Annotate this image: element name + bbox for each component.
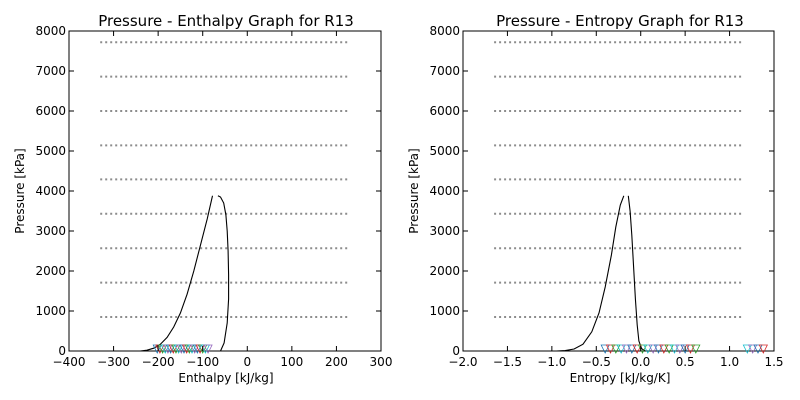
y-tick-label: 6000 — [35, 104, 66, 118]
data-marker — [605, 344, 616, 354]
x-tick-label: 0.0 — [631, 355, 650, 369]
x-tick-label: −400 — [53, 355, 86, 369]
x-tick-label: −2.0 — [448, 355, 477, 369]
x-tick-label: −1.0 — [537, 355, 566, 369]
pressure-enthalpy-chart: Pressure - Enthalpy Graph for R13 Enthal… — [13, 12, 392, 385]
data-marker — [653, 344, 664, 354]
data-marker — [600, 344, 610, 354]
data-marker — [648, 344, 658, 354]
y-tick-label: 1000 — [429, 304, 460, 318]
x-tick-label: 100 — [280, 355, 303, 369]
data-marker — [680, 344, 690, 354]
data-marker — [643, 344, 653, 354]
y-tick-label: 5000 — [429, 144, 460, 158]
data-marker — [758, 344, 768, 354]
chart-title: Pressure - Enthalpy Graph for R13 — [98, 12, 354, 30]
data-marker — [616, 344, 626, 354]
data-marker — [611, 344, 621, 354]
data-marker — [691, 344, 701, 354]
saturated-liquid-curve — [556, 195, 625, 352]
y-tick-label: 2000 — [429, 264, 460, 278]
x-tick-label: 300 — [370, 355, 393, 369]
data-marker — [669, 344, 680, 354]
y-tick-label: 3000 — [35, 224, 66, 238]
x-tick-label: 1.0 — [720, 355, 739, 369]
data-marker — [627, 344, 637, 354]
saturated-liquid-curve — [140, 195, 214, 352]
y-tick-label: 3000 — [429, 224, 460, 238]
data-marker — [742, 344, 752, 354]
y-tick-label: 7000 — [35, 64, 66, 78]
y-tick-label: 0 — [58, 344, 66, 358]
x-tick-label: −300 — [97, 355, 130, 369]
y-tick-label: 4000 — [35, 184, 66, 198]
chart-title: Pressure - Entropy Graph for R13 — [496, 12, 744, 30]
x-tick-label: 1.5 — [764, 355, 783, 369]
data-marker — [685, 344, 696, 354]
y-tick-label: 8000 — [35, 24, 66, 38]
x-tick-label: 0.5 — [676, 355, 695, 369]
pressure-entropy-chart: Pressure - Entropy Graph for R13 Entropy… — [407, 12, 784, 385]
x-tick-label: −1.5 — [493, 355, 522, 369]
x-tick-label: −100 — [186, 355, 219, 369]
data-marker — [748, 344, 758, 354]
y-tick-label: 5000 — [35, 144, 66, 158]
data-marker — [664, 344, 674, 354]
data-marker — [203, 344, 213, 354]
data-marker — [675, 344, 685, 354]
y-tick-label: 7000 — [429, 64, 460, 78]
y-tick-label: 6000 — [429, 104, 460, 118]
plot-area — [462, 30, 775, 352]
data-marker — [621, 344, 632, 354]
x-tick-label: 0 — [243, 355, 251, 369]
x-tick-label: −200 — [142, 355, 175, 369]
plot-area — [68, 30, 382, 352]
data-marker — [753, 344, 763, 354]
y-axis-label: Pressure [kPa] — [13, 148, 27, 233]
y-tick-label: 0 — [452, 344, 460, 358]
y-tick-label: 1000 — [35, 304, 66, 318]
x-axis-label: Enthalpy [kJ/kg] — [178, 371, 273, 385]
data-marker — [632, 344, 642, 354]
y-tick-label: 2000 — [35, 264, 66, 278]
y-tick-label: 8000 — [429, 24, 460, 38]
data-marker — [659, 344, 669, 354]
x-tick-label: −0.5 — [582, 355, 611, 369]
saturated-vapor-curve — [217, 195, 230, 352]
x-tick-label: 200 — [325, 355, 348, 369]
x-axis-label: Entropy [kJ/kg/K] — [570, 371, 671, 385]
y-axis-label: Pressure [kPa] — [407, 148, 421, 233]
y-tick-label: 4000 — [429, 184, 460, 198]
